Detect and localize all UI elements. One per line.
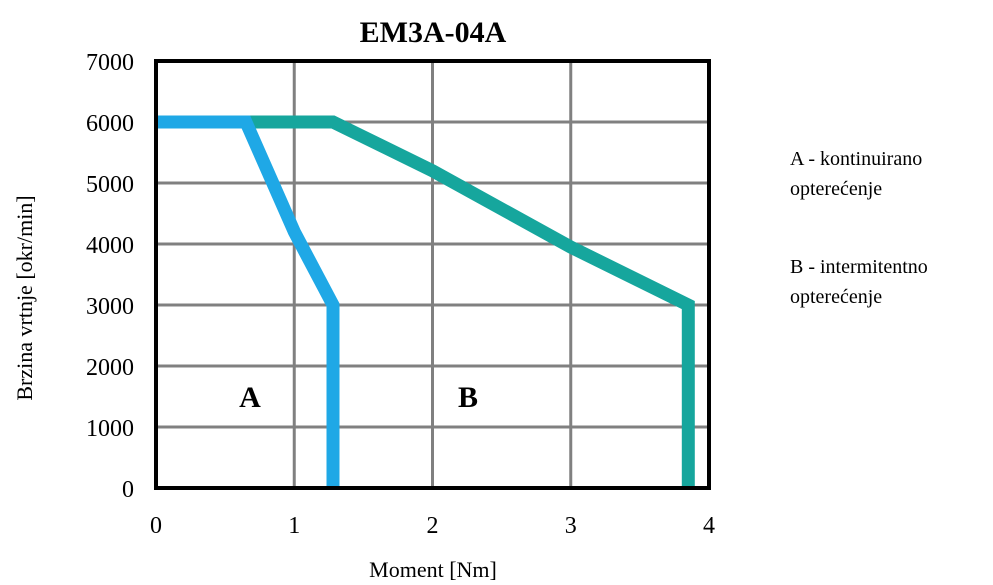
- y-tick-label: 3000: [86, 294, 134, 320]
- y-tick-label: 6000: [86, 111, 134, 137]
- chart-title: EM3A-04A: [360, 16, 507, 49]
- region-label-a: A: [239, 381, 261, 414]
- legend-b-line1: B - intermitentno: [790, 256, 928, 278]
- x-tick-label: 2: [427, 513, 439, 539]
- x-tick-label: 3: [565, 513, 577, 539]
- legend-b-line2: opterećenje: [790, 286, 883, 308]
- series-line-b: [156, 115, 695, 488]
- x-axis-label: Moment [Nm]: [369, 557, 497, 582]
- series-layer: [156, 115, 695, 488]
- y-tick-label: 5000: [86, 172, 134, 198]
- x-tick-label: 0: [150, 513, 162, 539]
- grid: [156, 61, 709, 488]
- y-axis-label: Brzina vrtnje [okr/min]: [12, 195, 37, 400]
- x-tick-label: 1: [288, 513, 300, 539]
- legend-a-line2: opterećenje: [790, 178, 883, 200]
- legend-a-line1: A - kontinuirano: [790, 148, 923, 170]
- region-label-b: B: [458, 381, 478, 414]
- ticks: 0 1 2 3 4 0 1000 2000 3000 4000 5000 6000 7000: [86, 50, 715, 539]
- plot-frame: [154, 59, 711, 490]
- y-tick-label: 0: [122, 477, 134, 503]
- series-line-a: [156, 115, 340, 488]
- y-tick-label: 2000: [86, 355, 134, 381]
- y-tick-label: 1000: [86, 416, 134, 442]
- y-tick-label: 7000: [86, 50, 134, 76]
- y-tick-label: 4000: [86, 233, 134, 259]
- x-tick-label: 4: [703, 513, 715, 539]
